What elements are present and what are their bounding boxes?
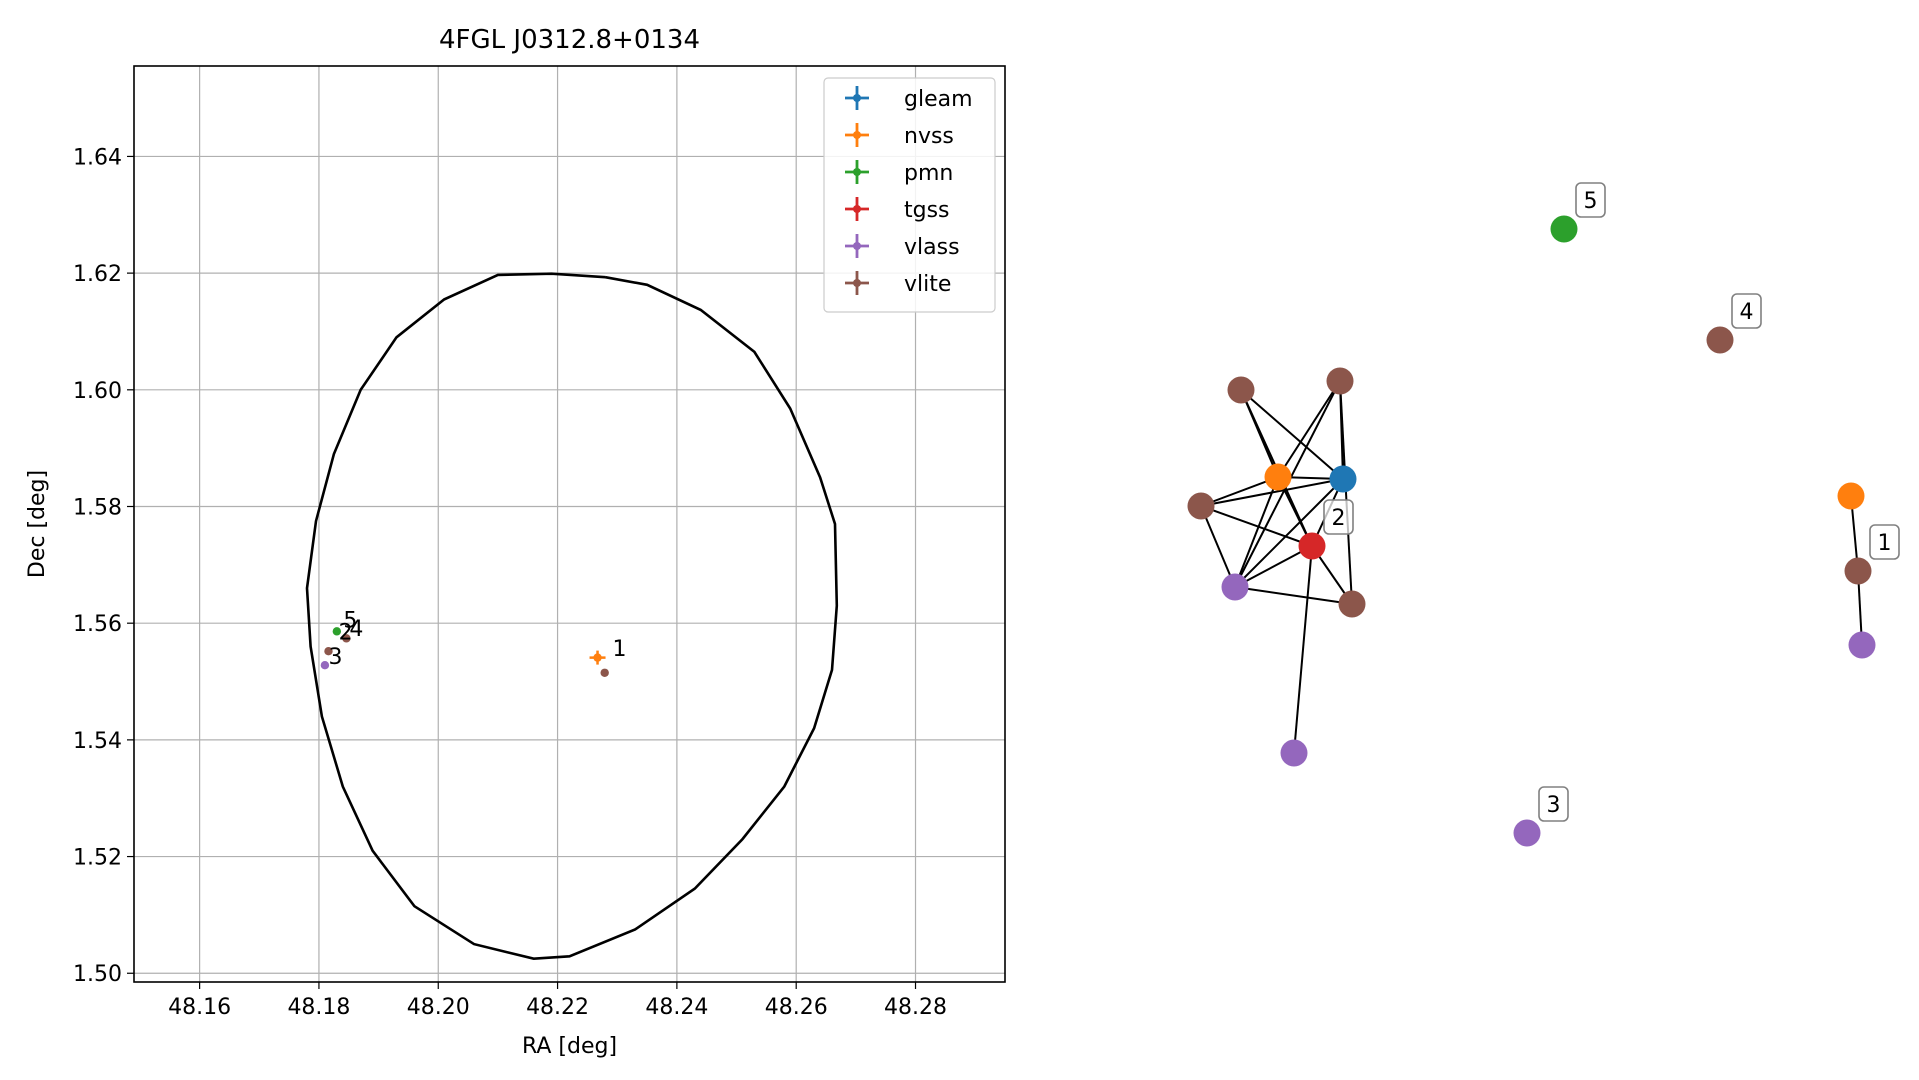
legend: gleam nvss pmn tgss vlass vlite [823,77,996,313]
network-edge [1293,545,1313,754]
axes-frame [133,65,1006,983]
error-ellipse-line [305,272,839,961]
svg-text:4: 4 [1740,300,1754,325]
network-edge [1200,505,1236,588]
data-points [320,627,609,677]
network-label: 1 [1869,524,1900,560]
legend-label: tgss [904,198,950,223]
y-tick-label: 1.62 [73,262,122,287]
point-nvss [589,650,606,665]
y-tick-label: 1.58 [73,495,122,520]
network-node-vlass [1221,573,1249,601]
legend-label: gleam [904,87,973,112]
network-node-vlite [1844,557,1872,585]
network-node-gleam [1329,465,1357,493]
network-node-vlite [1338,590,1366,618]
legend-item-tgss: tgss [845,197,950,223]
x-tick-label: 48.24 [645,995,708,1020]
network-node-vlite [1326,367,1354,395]
svg-text:1: 1 [1878,531,1892,556]
legend-label: vlite [904,272,951,297]
x-tick-label: 48.18 [287,995,350,1020]
x-axis-label: RA [deg] [522,1034,617,1059]
error-ellipse [305,272,839,961]
y-tick-label: 1.52 [73,846,122,871]
network-node-nvss [1837,482,1865,510]
y-tick-label: 1.60 [73,379,122,404]
x-tick-label: 48.22 [526,995,589,1020]
point-label: 3 [328,645,342,670]
point-vlite [324,646,333,656]
point-vlite [342,634,351,643]
point-vlass [320,660,330,670]
legend-item-vlass: vlass [845,234,960,260]
network-edge [1240,389,1344,480]
y-axis-label: Dec [deg] [25,470,50,578]
point-label: 2 [339,621,353,646]
network-panel: 5 4 2 1 3 [1187,182,1900,847]
point-pmn [332,627,342,636]
point-label: 5 [343,608,357,633]
network-node-vlass [1513,819,1541,847]
legend-item-nvss: nvss [845,123,954,149]
legend-item-gleam: gleam [845,86,973,112]
network-node-vlite [1706,326,1734,354]
legend-item-vlite: vlite [845,271,951,297]
network-nodes [1187,215,1876,847]
network-node-nvss [1264,463,1292,491]
network-edge [1234,545,1313,588]
network-node-vlass [1280,739,1308,767]
x-tick-label: 48.20 [407,995,470,1020]
network-edge [1200,505,1313,547]
y-tick-label: 1.56 [73,612,122,637]
network-label: 2 [1323,499,1354,535]
network-edge [1234,586,1353,605]
x-tick-label: 48.28 [884,995,947,1020]
chart-title: 4FGL J0312.8+0134 [439,25,700,55]
legend-item-pmn: pmn [845,160,953,186]
network-edge [1234,476,1279,588]
y-tick-label: 1.64 [73,145,122,170]
svg-text:2: 2 [1332,506,1346,531]
network-node-tgss [1298,532,1326,560]
legend-box [823,77,996,313]
point-label: 4 [349,617,363,642]
point-label: 1 [612,637,626,662]
legend-label: vlass [904,235,960,260]
network-edge [1277,380,1341,478]
svg-text:3: 3 [1547,793,1561,818]
x-tick-label: 48.16 [168,995,231,1020]
x-tick-label: 48.26 [765,995,828,1020]
network-node-pmn [1550,215,1578,243]
svg-text:5: 5 [1584,189,1598,214]
legend-label: pmn [904,161,953,186]
network-node-vlite [1227,376,1255,404]
network-edge [1234,478,1344,588]
network-labels: 5 4 2 1 3 [1323,182,1900,822]
network-label: 5 [1575,182,1606,218]
axis-ticks: 48.16 48.18 48.20 48.22 48.24 48.26 48.28 1.50 1… [73,145,947,1020]
network-node-vlite [1187,492,1215,520]
y-tick-label: 1.50 [73,962,122,987]
network-edge [1200,478,1344,507]
network-edges [1200,380,1863,754]
network-label: 4 [1731,293,1762,329]
network-edge [1339,380,1353,605]
network-node-vlass [1848,631,1876,659]
y-tick-label: 1.54 [73,729,122,754]
network-label: 3 [1538,786,1569,822]
network-edge [1200,476,1279,507]
point-vlite [600,668,609,677]
legend-label: nvss [904,124,954,149]
